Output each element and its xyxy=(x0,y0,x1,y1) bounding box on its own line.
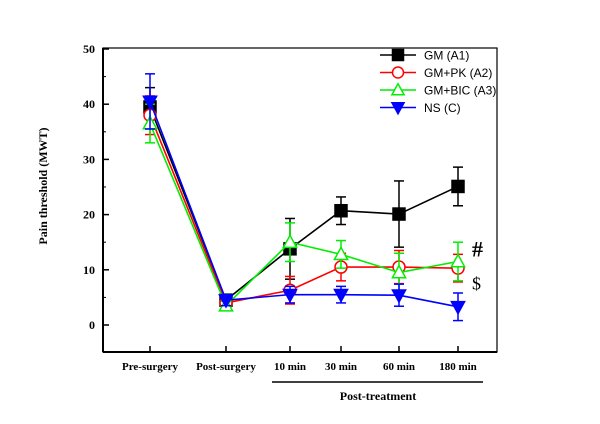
data-point xyxy=(334,203,348,218)
series-2 xyxy=(142,103,466,312)
data-point xyxy=(450,300,466,316)
legend-item: GM (A1) xyxy=(380,49,469,63)
legend-item: GM+PK (A2) xyxy=(380,66,492,80)
y-tick-labels: 0 10 20 30 40 50 xyxy=(83,42,95,332)
data-point xyxy=(450,253,466,268)
legend-label: GM+BIC (A3) xyxy=(424,84,496,98)
data-point xyxy=(218,294,234,309)
y-axis-label: Pain threshold (MWT) xyxy=(36,127,50,244)
legend-label: GM+PK (A2) xyxy=(424,66,492,80)
data-point xyxy=(282,288,298,304)
significance-mark: $ xyxy=(472,274,481,294)
post-treatment-label: Post-treatment xyxy=(340,389,416,403)
series-0 xyxy=(143,86,465,307)
y-tick-label: 30 xyxy=(83,152,95,166)
series-line xyxy=(149,123,459,308)
data-point xyxy=(142,95,158,110)
data-point xyxy=(282,233,298,249)
x-tick-label: 10 min xyxy=(274,361,306,373)
series-line xyxy=(149,101,459,308)
series-line xyxy=(149,114,459,304)
data-point xyxy=(391,289,407,304)
x-tick-label: 180 min xyxy=(439,361,477,373)
legend-item: NS (C) xyxy=(380,101,461,116)
data-point xyxy=(333,288,349,304)
legend-label: GM (A1) xyxy=(424,49,469,63)
x-tick-labels: Pre-surgery Post-surgery 10 min 30 min 60 mi… xyxy=(122,361,477,373)
data-point xyxy=(391,264,407,279)
y-tick-label: 40 xyxy=(83,97,95,111)
series-3 xyxy=(142,73,466,322)
data-point xyxy=(451,179,465,194)
y-tick-label: 0 xyxy=(89,318,95,332)
legend-item: GM+BIC (A3) xyxy=(380,82,496,98)
legend-marker xyxy=(390,82,406,96)
y-tick-label: 50 xyxy=(83,42,95,56)
data-point xyxy=(392,207,406,221)
x-tick-label: Pre-surgery xyxy=(122,361,178,373)
x-tick-label: 60 min xyxy=(383,361,415,373)
legend: GM (A1) GM+PK (A2) GM+BIC (A3) NS (C) xyxy=(380,49,496,116)
series-1 xyxy=(143,95,465,310)
significance-mark: # xyxy=(472,236,483,261)
annotations: #$ xyxy=(472,236,483,293)
data-point xyxy=(333,245,349,261)
y-tick-label: 10 xyxy=(83,263,95,277)
legend-label: NS (C) xyxy=(424,101,461,115)
x-tick-label: Post-surgery xyxy=(196,361,256,373)
legend-marker xyxy=(390,102,406,116)
legend-marker xyxy=(391,48,405,62)
y-tick-label: 20 xyxy=(83,208,95,222)
series-line xyxy=(149,106,459,302)
series-layer xyxy=(142,73,466,322)
chart-axes xyxy=(102,47,498,353)
legend-marker xyxy=(391,66,405,79)
x-tick-label: 30 min xyxy=(325,361,357,373)
